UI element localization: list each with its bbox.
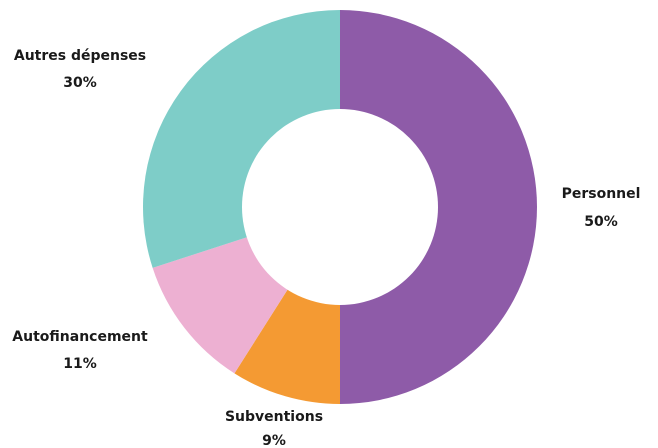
label-autres-depenses-value: 30% — [63, 75, 97, 91]
label-subventions-name: Subventions — [225, 409, 323, 425]
slice-personnel — [340, 10, 537, 404]
label-personnel-name: Personnel — [562, 186, 641, 202]
donut-hole — [242, 109, 438, 305]
slice-labels: Personnel 50% Subventions 9% Autofinance… — [12, 48, 640, 448]
label-autofinancement-value: 11% — [63, 356, 97, 372]
label-subventions-value: 9% — [262, 433, 286, 448]
label-autres-depenses-name: Autres dépenses — [14, 48, 146, 64]
label-autofinancement-name: Autofinancement — [12, 329, 148, 345]
label-personnel-value: 50% — [584, 214, 618, 230]
